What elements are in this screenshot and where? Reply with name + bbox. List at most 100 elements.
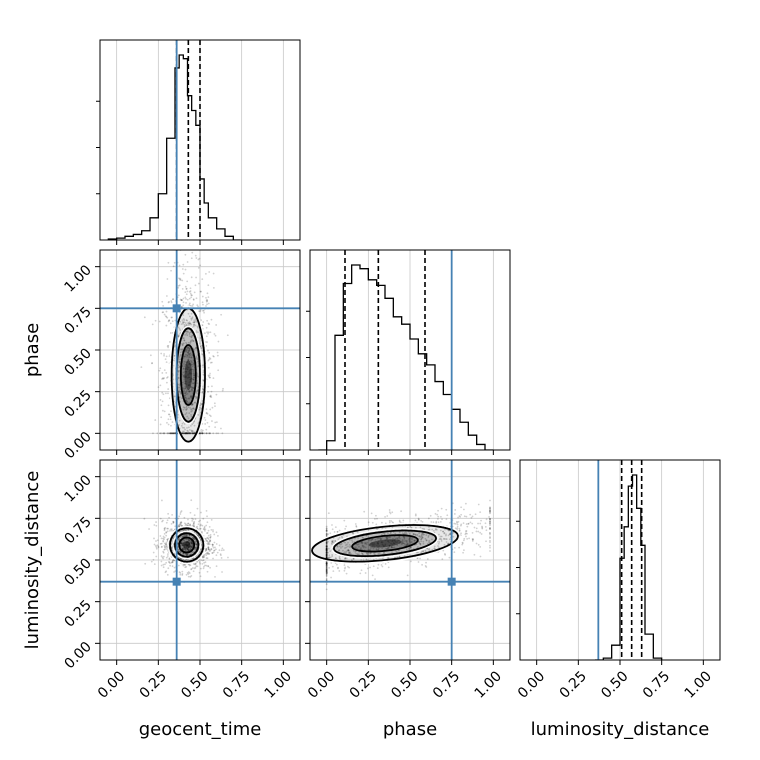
sample-point	[189, 354, 192, 357]
sample-point	[189, 545, 191, 547]
sample-point	[428, 528, 431, 531]
sample-point	[194, 317, 197, 320]
sample-point	[195, 546, 198, 549]
sample-point	[464, 533, 467, 536]
sample-point	[209, 395, 212, 398]
sample-point	[343, 564, 346, 567]
sample-point	[184, 552, 187, 555]
sample-point	[190, 335, 193, 338]
sample-point	[192, 340, 195, 342]
sample-point	[168, 341, 171, 343]
sample-point	[183, 426, 186, 429]
sample-point	[192, 536, 195, 539]
sample-point	[155, 524, 158, 527]
sample-point	[200, 347, 203, 349]
sample-point	[185, 546, 188, 549]
sample-point	[402, 535, 405, 538]
sample-point	[444, 553, 447, 556]
sample-point	[334, 526, 337, 529]
sample-point	[210, 548, 213, 551]
sample-point	[212, 543, 214, 546]
sample-point	[155, 555, 158, 558]
sample-point	[479, 511, 482, 514]
sample-point	[154, 419, 157, 421]
sample-point	[184, 543, 187, 546]
sample-point	[173, 395, 176, 398]
sample-point	[452, 531, 455, 534]
sample-point	[188, 331, 191, 334]
sample-point	[181, 543, 184, 545]
sample-point	[186, 377, 189, 379]
sample-point	[489, 537, 491, 540]
sample-point	[330, 576, 332, 579]
sample-point	[185, 542, 188, 545]
sample-point	[457, 520, 460, 523]
sample-point	[386, 537, 389, 540]
sample-point	[325, 550, 328, 552]
sample-point	[192, 378, 195, 381]
sample-point	[489, 520, 491, 523]
sample-point	[410, 541, 413, 543]
sample-point	[188, 541, 191, 544]
sample-point	[207, 302, 210, 305]
sample-point	[200, 403, 203, 405]
sample-point	[160, 560, 163, 563]
sample-point	[195, 544, 198, 546]
sample-point	[188, 372, 191, 375]
sample-point	[188, 542, 190, 545]
sample-point	[405, 532, 408, 534]
sample-point	[325, 548, 328, 550]
sample-point	[187, 540, 190, 543]
sample-point	[221, 571, 223, 573]
sample-point	[325, 542, 328, 545]
sample-point	[185, 538, 188, 540]
sample-point	[156, 544, 159, 547]
sample-point	[180, 424, 183, 427]
sample-point	[184, 392, 187, 394]
sample-point	[325, 527, 328, 530]
sample-point	[164, 571, 167, 574]
sample-point	[389, 512, 392, 515]
sample-point	[213, 541, 216, 544]
sample-point	[384, 539, 387, 542]
sample-point	[190, 424, 192, 427]
sample-point	[165, 545, 168, 548]
sample-point	[382, 545, 385, 548]
sample-point	[370, 539, 372, 542]
sample-point	[414, 519, 417, 522]
sample-point	[460, 532, 462, 535]
sample-point	[197, 534, 199, 536]
sample-point	[193, 321, 196, 324]
sample-point	[182, 314, 185, 317]
sample-point	[466, 532, 468, 535]
sample-point	[325, 551, 328, 554]
sample-point	[383, 533, 386, 536]
sample-point	[183, 394, 186, 397]
sample-point	[166, 376, 169, 378]
sample-point	[188, 564, 191, 567]
sample-point	[188, 542, 190, 545]
sample-point	[165, 381, 168, 384]
sample-point	[325, 569, 328, 572]
sample-point	[187, 538, 190, 541]
sample-point	[163, 313, 166, 316]
sample-point	[480, 519, 482, 522]
sample-point	[485, 518, 488, 521]
sample-point	[217, 369, 220, 372]
sample-point	[177, 286, 180, 289]
sample-point	[190, 294, 193, 296]
sample-point	[170, 410, 172, 413]
sample-point	[192, 378, 195, 381]
sample-point	[215, 548, 217, 551]
sample-point	[197, 523, 200, 526]
sample-point	[325, 548, 328, 550]
sample-point	[209, 535, 212, 538]
contour-halo	[174, 325, 203, 425]
sample-point	[479, 545, 482, 548]
sample-point	[186, 541, 189, 544]
sample-point	[183, 540, 186, 543]
sample-point	[194, 548, 197, 551]
sample-point	[211, 552, 214, 554]
sample-point	[199, 290, 202, 293]
